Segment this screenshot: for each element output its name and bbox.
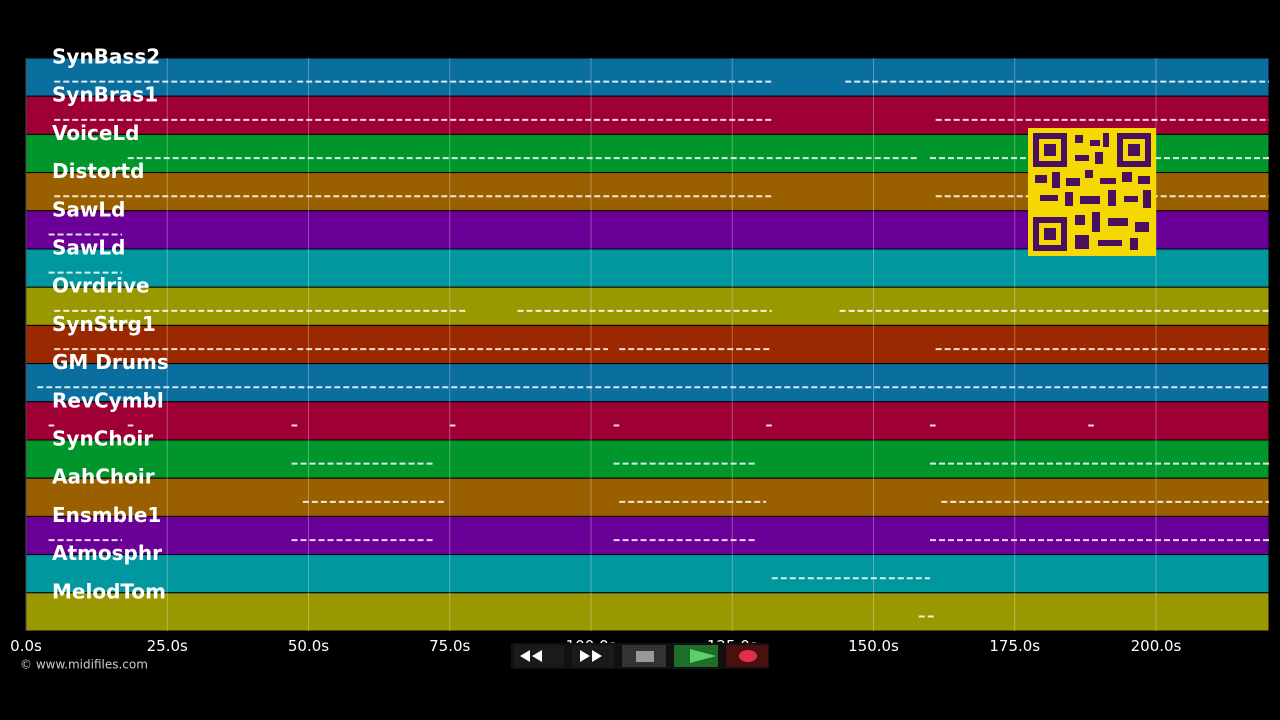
tick-label: 25.0s (147, 637, 188, 655)
tick-label: 75.0s (429, 637, 470, 655)
track-name: Atmosphr (52, 541, 162, 565)
track-name: RevCymbl (52, 388, 164, 412)
forward-button[interactable] (572, 645, 614, 667)
track-row (25, 477, 1270, 517)
tick-label: 50.0s (288, 637, 329, 655)
tick-label: 150.0s (848, 637, 899, 655)
track-name: AahChoir (52, 465, 155, 489)
tick-label: 200.0s (1131, 637, 1182, 655)
track-row (25, 439, 1270, 479)
tick-label: 175.0s (989, 637, 1040, 655)
track-name: SynStrg1 (52, 312, 156, 336)
qr-code (1028, 128, 1156, 256)
track-row (25, 592, 1270, 632)
track-name: Ensmble1 (52, 503, 161, 527)
track-row (25, 515, 1270, 556)
grid (25, 58, 1157, 631)
track-name: SawLd (52, 236, 125, 260)
track-row (25, 401, 1270, 441)
track-name: MelodTom (52, 579, 166, 603)
play-button[interactable] (674, 645, 718, 667)
watermark: © www.midifiles.com (20, 658, 148, 672)
track-row (25, 324, 1270, 365)
tick-label: 0.0s (10, 637, 42, 655)
track-name: SynChoir (52, 427, 153, 451)
track-row (25, 286, 1270, 326)
track-name: SynBass2 (52, 45, 160, 69)
track-row (25, 57, 1270, 97)
record-button[interactable] (726, 645, 768, 667)
notes (37, 80, 1269, 618)
track-name: GM Drums (52, 350, 169, 374)
track-name: SynBras1 (52, 83, 158, 107)
track-labels: SynBass2 SynBras1 VoiceLd Distortd SawLd SawL… (52, 45, 169, 604)
transport-controls (511, 643, 769, 669)
track-row (25, 363, 1270, 403)
track-name: VoiceLd (52, 121, 139, 145)
rewind-button[interactable] (514, 645, 564, 667)
track-row (25, 554, 1270, 594)
track-name: Distortd (52, 159, 144, 183)
track-name: Ovrdrive (52, 274, 150, 298)
stop-button[interactable] (622, 645, 666, 667)
track-name: SawLd (52, 197, 125, 221)
